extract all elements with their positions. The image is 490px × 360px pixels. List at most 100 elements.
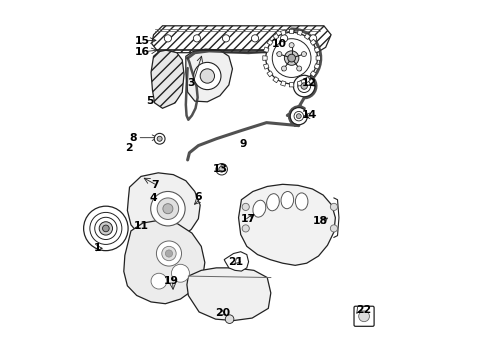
- Circle shape: [242, 203, 249, 211]
- Circle shape: [90, 212, 122, 244]
- FancyBboxPatch shape: [354, 306, 374, 326]
- Text: 15: 15: [135, 36, 150, 46]
- Text: 5: 5: [146, 96, 154, 106]
- Circle shape: [162, 246, 176, 261]
- Circle shape: [290, 108, 307, 125]
- Polygon shape: [273, 33, 279, 40]
- Circle shape: [157, 198, 179, 220]
- Circle shape: [84, 206, 128, 251]
- Circle shape: [95, 217, 117, 239]
- Polygon shape: [239, 184, 335, 265]
- Polygon shape: [127, 173, 200, 242]
- Text: 3: 3: [187, 78, 195, 88]
- Ellipse shape: [253, 200, 266, 217]
- Circle shape: [151, 273, 167, 289]
- Circle shape: [272, 39, 311, 77]
- Polygon shape: [280, 81, 286, 86]
- Circle shape: [288, 54, 295, 62]
- Circle shape: [219, 166, 224, 172]
- Circle shape: [330, 203, 338, 211]
- Ellipse shape: [267, 194, 279, 211]
- Circle shape: [277, 51, 282, 57]
- Circle shape: [289, 42, 294, 48]
- Circle shape: [102, 225, 109, 232]
- Circle shape: [164, 35, 171, 42]
- Text: 22: 22: [356, 305, 371, 315]
- Text: 19: 19: [164, 276, 179, 286]
- Polygon shape: [297, 30, 303, 35]
- Polygon shape: [224, 252, 248, 271]
- Circle shape: [172, 264, 190, 282]
- Text: 1: 1: [94, 243, 101, 253]
- Text: 7: 7: [151, 180, 158, 190]
- Circle shape: [156, 241, 181, 266]
- Circle shape: [157, 136, 162, 141]
- Circle shape: [310, 35, 317, 42]
- Polygon shape: [297, 81, 303, 86]
- Polygon shape: [124, 220, 205, 304]
- Text: 10: 10: [271, 39, 287, 49]
- Circle shape: [301, 83, 307, 89]
- Circle shape: [359, 311, 369, 321]
- Polygon shape: [314, 47, 320, 53]
- Polygon shape: [280, 30, 286, 35]
- Ellipse shape: [281, 192, 294, 209]
- Polygon shape: [186, 49, 232, 102]
- Polygon shape: [187, 268, 271, 320]
- Polygon shape: [310, 71, 317, 77]
- Circle shape: [266, 32, 318, 84]
- Circle shape: [297, 66, 302, 71]
- Text: 17: 17: [241, 215, 256, 224]
- Circle shape: [200, 69, 215, 83]
- Circle shape: [194, 62, 221, 90]
- Ellipse shape: [295, 193, 308, 210]
- Polygon shape: [264, 47, 269, 53]
- Polygon shape: [264, 64, 269, 69]
- Text: 16: 16: [135, 46, 150, 57]
- Text: 20: 20: [215, 309, 230, 318]
- Text: 4: 4: [150, 193, 157, 203]
- Polygon shape: [304, 77, 311, 83]
- Circle shape: [163, 204, 173, 214]
- Polygon shape: [310, 39, 317, 45]
- Circle shape: [216, 163, 227, 175]
- Circle shape: [251, 35, 259, 42]
- Polygon shape: [289, 82, 294, 87]
- Text: 8: 8: [129, 133, 137, 143]
- Circle shape: [280, 35, 288, 42]
- Circle shape: [294, 112, 303, 121]
- Circle shape: [166, 250, 172, 257]
- Text: 6: 6: [195, 192, 202, 202]
- Text: 2: 2: [124, 143, 132, 153]
- Polygon shape: [314, 64, 320, 69]
- Circle shape: [151, 192, 185, 226]
- Polygon shape: [151, 50, 184, 108]
- Circle shape: [282, 66, 287, 71]
- Polygon shape: [289, 29, 294, 33]
- Circle shape: [296, 114, 301, 118]
- Polygon shape: [304, 33, 311, 40]
- Circle shape: [294, 75, 315, 97]
- Text: 21: 21: [228, 257, 244, 267]
- Circle shape: [298, 80, 311, 93]
- Circle shape: [225, 315, 234, 323]
- Text: 13: 13: [212, 164, 227, 174]
- Polygon shape: [152, 26, 331, 53]
- Polygon shape: [273, 77, 279, 83]
- Circle shape: [99, 222, 113, 235]
- Polygon shape: [267, 39, 273, 45]
- Text: 14: 14: [302, 111, 317, 121]
- Polygon shape: [267, 71, 273, 77]
- Text: 12: 12: [302, 78, 317, 88]
- Circle shape: [194, 35, 200, 42]
- Circle shape: [154, 134, 165, 144]
- Circle shape: [222, 35, 230, 42]
- Polygon shape: [316, 56, 320, 60]
- Text: 9: 9: [240, 139, 247, 149]
- Text: 18: 18: [313, 216, 328, 226]
- Circle shape: [330, 225, 338, 232]
- Circle shape: [242, 225, 249, 232]
- Text: 11: 11: [133, 221, 148, 230]
- Circle shape: [284, 51, 299, 65]
- Polygon shape: [263, 56, 267, 60]
